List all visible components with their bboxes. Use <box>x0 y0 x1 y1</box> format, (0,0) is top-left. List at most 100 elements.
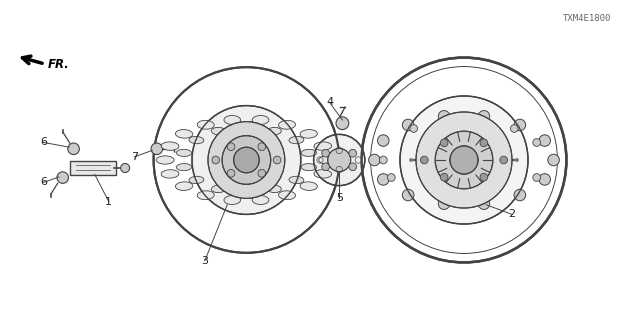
Ellipse shape <box>197 120 214 129</box>
Ellipse shape <box>403 189 414 201</box>
Ellipse shape <box>278 191 296 200</box>
Ellipse shape <box>328 148 351 172</box>
Ellipse shape <box>239 188 253 196</box>
Ellipse shape <box>410 124 417 132</box>
Wedge shape <box>424 176 431 180</box>
Ellipse shape <box>211 127 226 135</box>
Ellipse shape <box>336 117 349 130</box>
Ellipse shape <box>211 185 226 193</box>
Ellipse shape <box>478 111 490 122</box>
FancyBboxPatch shape <box>70 161 115 175</box>
Ellipse shape <box>161 142 179 150</box>
Ellipse shape <box>314 142 332 150</box>
Ellipse shape <box>120 164 129 172</box>
Wedge shape <box>497 140 504 144</box>
Wedge shape <box>461 133 467 137</box>
Ellipse shape <box>224 196 241 204</box>
Ellipse shape <box>301 164 316 171</box>
Ellipse shape <box>301 149 316 156</box>
Ellipse shape <box>442 117 450 124</box>
Ellipse shape <box>177 164 191 171</box>
Ellipse shape <box>314 170 332 178</box>
Ellipse shape <box>500 156 508 164</box>
Ellipse shape <box>480 139 488 147</box>
Ellipse shape <box>161 170 179 178</box>
Text: 5: 5 <box>336 193 342 204</box>
Ellipse shape <box>234 147 259 173</box>
Ellipse shape <box>533 139 541 146</box>
Text: 6: 6 <box>40 137 47 148</box>
Ellipse shape <box>289 176 304 184</box>
Ellipse shape <box>440 139 448 147</box>
Ellipse shape <box>400 96 528 224</box>
Ellipse shape <box>369 154 380 166</box>
Ellipse shape <box>514 189 525 201</box>
Ellipse shape <box>450 146 478 174</box>
Ellipse shape <box>349 149 356 157</box>
Text: 7: 7 <box>131 152 138 162</box>
Ellipse shape <box>435 131 493 189</box>
Text: 4: 4 <box>326 97 333 108</box>
Ellipse shape <box>258 170 266 177</box>
Ellipse shape <box>420 156 428 164</box>
Ellipse shape <box>189 136 204 144</box>
Ellipse shape <box>322 149 330 157</box>
Ellipse shape <box>438 111 450 122</box>
Ellipse shape <box>319 156 337 164</box>
Ellipse shape <box>222 136 271 184</box>
Ellipse shape <box>548 154 559 166</box>
Ellipse shape <box>533 174 541 181</box>
Ellipse shape <box>442 196 450 203</box>
Ellipse shape <box>273 156 281 164</box>
Ellipse shape <box>208 122 285 198</box>
Ellipse shape <box>258 143 266 150</box>
Ellipse shape <box>154 67 339 253</box>
Ellipse shape <box>387 174 395 181</box>
Ellipse shape <box>322 163 330 171</box>
Ellipse shape <box>267 185 282 193</box>
Text: TXM4E1800: TXM4E1800 <box>563 14 611 23</box>
Ellipse shape <box>380 156 387 164</box>
Ellipse shape <box>151 143 163 155</box>
Ellipse shape <box>224 116 241 124</box>
Text: FR.: FR. <box>48 58 70 70</box>
Ellipse shape <box>378 174 389 185</box>
Ellipse shape <box>175 130 193 138</box>
Ellipse shape <box>478 196 486 203</box>
Ellipse shape <box>539 135 550 146</box>
Ellipse shape <box>349 163 356 171</box>
Ellipse shape <box>438 198 450 209</box>
Ellipse shape <box>227 143 235 150</box>
Ellipse shape <box>300 182 317 190</box>
Ellipse shape <box>378 135 389 146</box>
Text: 1: 1 <box>106 196 112 207</box>
Ellipse shape <box>289 136 304 144</box>
Ellipse shape <box>252 116 269 124</box>
Text: 3: 3 <box>202 256 208 266</box>
Ellipse shape <box>278 120 296 129</box>
Ellipse shape <box>192 106 301 214</box>
Ellipse shape <box>156 156 174 164</box>
Ellipse shape <box>539 174 550 185</box>
Ellipse shape <box>57 172 68 183</box>
Ellipse shape <box>68 143 79 155</box>
Text: 2: 2 <box>508 209 516 220</box>
Wedge shape <box>424 140 431 144</box>
Ellipse shape <box>212 156 220 164</box>
Ellipse shape <box>175 182 193 190</box>
Ellipse shape <box>252 196 269 204</box>
Ellipse shape <box>511 124 518 132</box>
Ellipse shape <box>440 173 448 181</box>
Ellipse shape <box>362 58 566 262</box>
Ellipse shape <box>177 149 191 156</box>
Ellipse shape <box>197 191 214 200</box>
Ellipse shape <box>314 134 365 186</box>
Ellipse shape <box>189 176 204 184</box>
Ellipse shape <box>514 119 525 131</box>
Wedge shape <box>461 183 467 187</box>
Ellipse shape <box>480 173 488 181</box>
Ellipse shape <box>267 127 282 135</box>
Ellipse shape <box>416 112 512 208</box>
Ellipse shape <box>300 130 317 138</box>
Wedge shape <box>497 176 504 180</box>
